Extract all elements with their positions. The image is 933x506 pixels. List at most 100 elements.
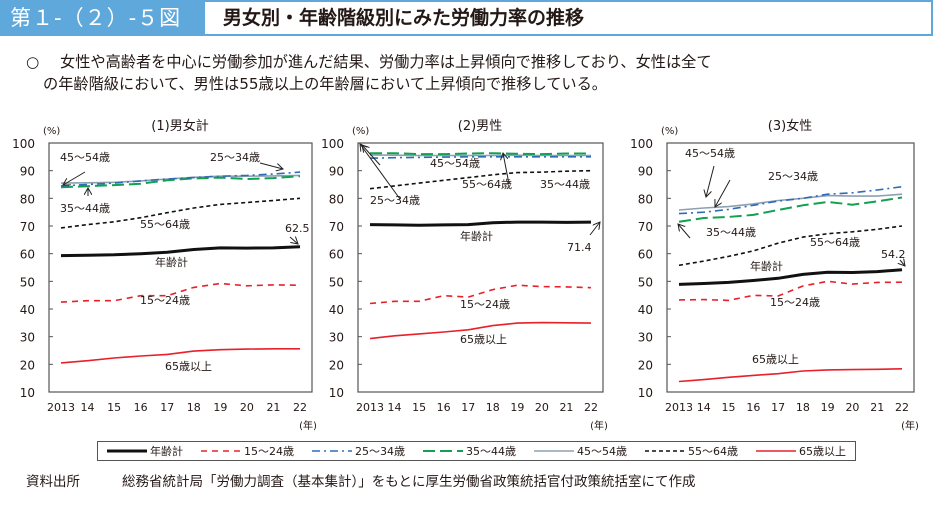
x-tick-label: 21: [559, 401, 573, 414]
y-tick-label: 70: [638, 220, 653, 234]
legend-label: 35～44歳: [466, 445, 516, 458]
y-tick-label: 50: [329, 275, 344, 289]
legend-label: 年齢計: [150, 445, 183, 458]
annotation-a65: 65歳以上: [165, 360, 212, 373]
x-tick-label: 21: [870, 401, 884, 414]
legend-swatch: [201, 450, 241, 452]
annotation-a25_34: 25～34歳: [210, 151, 260, 164]
x-tick-label: 21: [266, 401, 280, 414]
series-line-total: [60, 245, 301, 258]
series-line-a35_44: [370, 152, 591, 156]
y-tick-label: 30: [329, 331, 344, 345]
annotation-a25_34: 25～34歳: [370, 194, 420, 207]
x-tick-label: 14: [697, 401, 711, 414]
x-tick-label: 17: [771, 401, 785, 414]
annotation-a15_24: 15～24歳: [770, 296, 820, 309]
legend-label: 25～34歳: [355, 445, 405, 458]
y-tick-label: 50: [638, 275, 653, 289]
x-tick-label: 19: [510, 401, 524, 414]
summary-line-2: の年齢階級において、男性は55歳以上の年齢層において上昇傾向で推移している。: [43, 75, 607, 93]
y-tick-label: 90: [329, 165, 344, 179]
legend-swatch: [645, 450, 685, 452]
legend-swatch: [756, 450, 796, 452]
series-line-a35_44: [678, 196, 903, 223]
y-tick-label: 100: [321, 137, 344, 151]
legend-label: 45～54歳: [577, 445, 627, 458]
y-unit-label: (%): [352, 126, 369, 137]
series-line-a35_44: [60, 175, 301, 189]
legend-item-a35_44: 35～44歳: [423, 443, 516, 459]
x-unit-label: (年): [299, 419, 317, 432]
annotation-a35_44: 35～44歳: [706, 226, 756, 239]
y-tick-label: 80: [329, 192, 344, 206]
annotation-a55_64: 55～64歳: [140, 218, 190, 231]
series-line-a25_34: [369, 156, 591, 159]
y-tick-label: 20: [329, 358, 344, 372]
x-tick-label: 22: [584, 401, 598, 414]
annotation-a55_64: 55～64歳: [462, 178, 512, 191]
series-line-a55_64: [369, 169, 592, 190]
x-tick-label: 14: [81, 401, 95, 414]
y-unit-label: (%): [43, 126, 60, 137]
annotation-arrow: [360, 144, 401, 200]
annotation-total: 54.2: [881, 248, 906, 261]
x-tick-label: 16: [746, 401, 760, 414]
x-tick-label: 19: [821, 401, 835, 414]
annotation-total: 年齢計: [750, 259, 783, 273]
annotation-arrow: [289, 237, 298, 244]
series-line-a45_54: [60, 174, 301, 184]
x-tick-label: 18: [796, 401, 810, 414]
y-tick-label: 30: [20, 331, 35, 345]
legend-item-a15_24: 15～24歳: [201, 443, 294, 459]
figure-number: 第１-（２）-５図: [10, 6, 182, 30]
x-tick-label: 15: [722, 401, 736, 414]
legend-item-a25_34: 25～34歳: [312, 443, 405, 459]
x-tick-label: 18: [187, 401, 201, 414]
series-line-a25_34: [678, 185, 903, 215]
x-unit-label: (年): [901, 419, 919, 432]
annotation-a45_54: 45～54歳: [60, 151, 110, 164]
series-line-a15_24: [678, 280, 903, 302]
y-tick-label: 70: [329, 220, 344, 234]
y-tick-label: 20: [20, 358, 35, 372]
x-tick-label: 16: [134, 401, 148, 414]
y-tick-label: 10: [638, 386, 653, 400]
x-tick-label: 19: [213, 401, 227, 414]
x-tick-label: 20: [240, 401, 254, 414]
annotation-arrow: [63, 171, 86, 185]
legend-swatch: [107, 449, 147, 453]
x-tick-label: 20: [535, 401, 549, 414]
y-tick-label: 30: [638, 331, 653, 345]
x-tick-label: 2013: [665, 401, 693, 414]
x-tick-label: 14: [388, 401, 402, 414]
y-tick-label: 90: [638, 165, 653, 179]
chart-title: (3)女性: [768, 118, 812, 134]
annotation-arrow: [678, 224, 691, 239]
series-line-a45_54: [369, 154, 591, 157]
annotation-a35_44: 35～44歳: [540, 178, 590, 191]
annotation-a35_44: 35～44歳: [60, 202, 110, 215]
series-line-a65: [60, 347, 300, 364]
x-tick-label: 15: [412, 401, 426, 414]
legend: 年齢計 15～24歳 25～34歳 35～44歳 45～54歳 55～64歳 65歳以上: [97, 441, 856, 461]
series-line-a55_64: [60, 197, 301, 229]
annotation-a45_54: 45～54歳: [430, 157, 480, 170]
legend-label: 65歳以上: [799, 445, 846, 458]
y-tick-label: 40: [20, 303, 35, 317]
series-line-total: [678, 268, 903, 286]
y-tick-label: 100: [630, 137, 653, 151]
x-tick-label: 22: [895, 401, 909, 414]
y-tick-label: 10: [329, 386, 344, 400]
annotation-a45_54: 45～54歳: [685, 147, 735, 160]
chart-title: (2)男性: [458, 119, 502, 134]
annotation-a25_34: 25～34歳: [768, 170, 818, 183]
x-unit-label: (年): [590, 419, 608, 432]
y-tick-label: 60: [20, 248, 35, 262]
legend-item-a45_54: 45～54歳: [534, 443, 627, 459]
legend-item-a55_64: 55～64歳: [645, 443, 738, 459]
legend-swatch: [423, 450, 463, 452]
y-tick-label: 40: [329, 303, 344, 317]
annotation-arrow: [259, 162, 283, 169]
annotation-total: 年齢計: [155, 255, 188, 269]
series-line-a55_64: [678, 225, 903, 267]
